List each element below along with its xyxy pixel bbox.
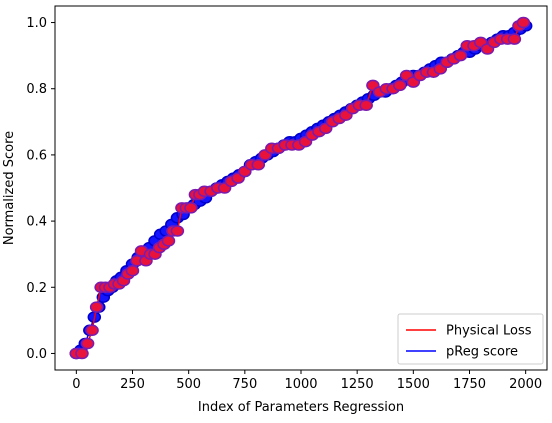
x-tick-label: 250 xyxy=(120,377,145,392)
data-point-physical-loss xyxy=(359,99,373,112)
data-point-physical-loss xyxy=(80,337,95,350)
data-point-physical-loss xyxy=(89,301,104,313)
data-point-physical-loss xyxy=(453,49,468,62)
x-tick-label: 1250 xyxy=(341,377,374,392)
y-tick-label: 0.2 xyxy=(26,281,47,296)
legend-label-physical-loss: Physical Loss xyxy=(446,324,532,339)
x-tick-label: 750 xyxy=(232,377,257,392)
data-point-physical-loss xyxy=(184,202,198,214)
data-point-physical-loss xyxy=(125,264,140,277)
x-tick-label: 1000 xyxy=(284,377,317,392)
y-tick-label: 0.0 xyxy=(26,347,47,362)
data-point-physical-loss xyxy=(170,225,185,237)
series-physical-loss xyxy=(69,16,531,360)
data-point-physical-loss xyxy=(516,16,531,29)
x-tick-label: 1750 xyxy=(453,377,486,392)
data-point-physical-loss xyxy=(75,347,89,360)
data-point-physical-loss xyxy=(161,235,176,247)
y-tick-label: 0.4 xyxy=(26,215,47,230)
y-tick-label: 1.0 xyxy=(26,16,47,31)
data-point-physical-loss xyxy=(393,79,407,92)
y-axis-label: Normalized Score xyxy=(2,131,17,245)
legend: Physical Loss pReg score xyxy=(397,313,544,365)
data-point-physical-loss xyxy=(507,33,522,45)
data-layer xyxy=(69,16,533,360)
data-point-physical-loss xyxy=(251,159,266,171)
y-tick-label: 0.6 xyxy=(26,148,47,163)
data-point-physical-loss xyxy=(85,324,99,337)
x-tick-label: 500 xyxy=(176,377,201,392)
x-tick-label: 0 xyxy=(72,377,80,392)
plot-area xyxy=(69,16,533,360)
legend-label-preg-score: pReg score xyxy=(446,345,518,360)
x-tick-label: 1500 xyxy=(397,377,430,392)
x-axis-label: Index of Parameters Regression xyxy=(198,400,404,415)
x-tick-label: 2000 xyxy=(509,377,542,392)
y-tick-label: 0.8 xyxy=(26,82,47,97)
axes-layer: 0 250 500 750 1000 1250 1500 1750 2000 0.0 0.2 0.4 0… xyxy=(26,16,542,392)
